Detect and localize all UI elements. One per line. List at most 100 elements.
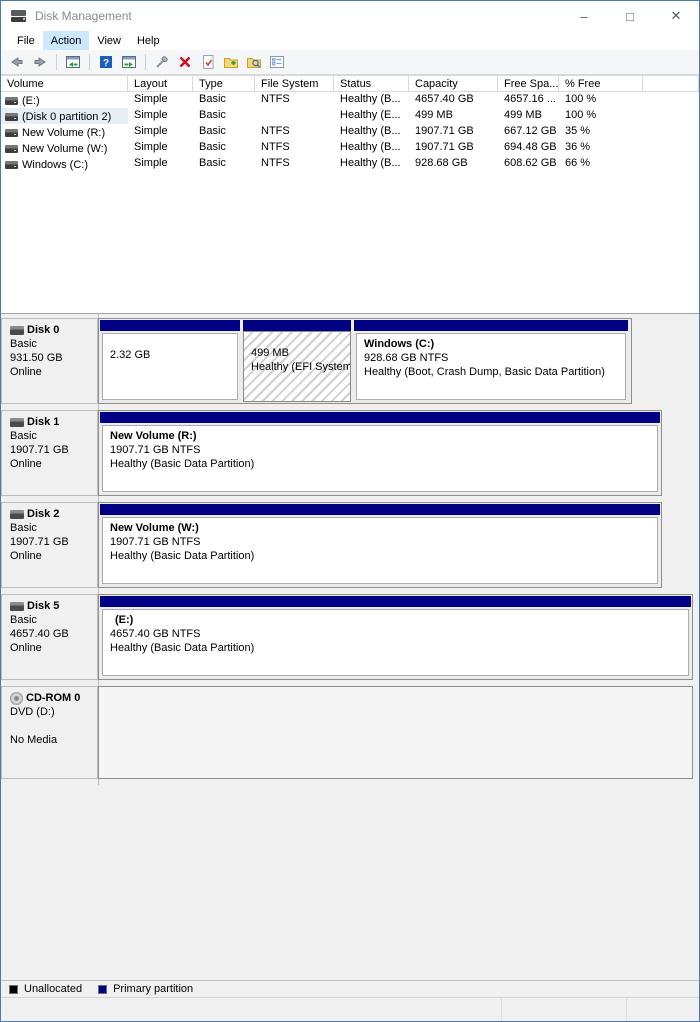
disk-name: Disk 5 xyxy=(27,600,60,612)
unallocated-legend-swatch xyxy=(9,984,18,994)
column-header-capacity[interactable]: Capacity xyxy=(409,76,498,91)
back-icon[interactable] xyxy=(7,52,27,72)
volume-row[interactable]: Windows (C:) Simple Basic NTFS Healthy (… xyxy=(1,156,699,172)
disk-icon xyxy=(10,417,24,427)
disk-0-header[interactable]: Disk 0 Basic 931.50 GB Online xyxy=(1,318,98,404)
disk-status: Online xyxy=(10,458,42,470)
volume-status: Healthy (B... xyxy=(340,93,401,105)
disk-panel-1: Disk 1 Basic 1907.71 GB Online New Volum… xyxy=(1,410,699,496)
volume-row[interactable]: New Volume (W:) Simple Basic NTFS Health… xyxy=(1,140,699,156)
partition[interactable]: New Volume (W:) 1907.71 GB NTFS Healthy … xyxy=(100,504,660,586)
partition[interactable]: (E:) 4657.40 GB NTFS Healthy (Basic Data… xyxy=(100,596,691,678)
volume-row[interactable]: New Volume (R:) Simple Basic NTFS Health… xyxy=(1,124,699,140)
delete-volume-icon[interactable] xyxy=(175,52,195,72)
menu-file[interactable]: File xyxy=(17,34,35,47)
volume-layout: Simple xyxy=(134,141,168,153)
console-tree-icon[interactable] xyxy=(63,52,83,72)
primary-partition-band xyxy=(100,596,691,607)
disk-5-header[interactable]: Disk 5 Basic 4657.40 GB Online xyxy=(1,594,98,680)
menu-help[interactable]: Help xyxy=(136,34,160,47)
column-header-layout[interactable]: Layout xyxy=(128,76,193,91)
partition-size: 4657.40 GB NTFS xyxy=(110,628,201,640)
primary-partition-band xyxy=(354,320,628,331)
volume-fs: NTFS xyxy=(261,141,290,153)
export-list-icon[interactable] xyxy=(119,52,139,72)
explore-folder-icon[interactable] xyxy=(244,52,264,72)
disk-status: Online xyxy=(10,550,42,562)
menu-view[interactable]: View xyxy=(97,34,121,47)
disk-management-app-icon xyxy=(11,9,27,23)
volume-fs: NTFS xyxy=(261,93,290,105)
volume-type: Basic xyxy=(199,157,226,169)
volume-list-header: Volume Layout Type File System Status Ca… xyxy=(1,75,699,92)
partition[interactable]: 2.32 GB xyxy=(100,320,240,402)
column-header-pct-free[interactable]: % Free xyxy=(559,76,643,91)
volume-capacity: 1907.71 GB xyxy=(415,141,474,153)
disk-2-header[interactable]: Disk 2 Basic 1907.71 GB Online xyxy=(1,502,98,588)
volume-icon xyxy=(5,144,18,153)
volume-capacity: 1907.71 GB xyxy=(415,125,474,137)
primary-partition-legend-label: Primary partition xyxy=(113,983,194,995)
volume-name: (E:) xyxy=(22,94,40,107)
volume-type: Basic xyxy=(199,141,226,153)
disk-status: Online xyxy=(10,366,42,378)
partition[interactable]: Windows (C:) 928.68 GB NTFS Healthy (Boo… xyxy=(354,320,628,402)
open-folder-icon[interactable] xyxy=(221,52,241,72)
column-header-file-system[interactable]: File System xyxy=(255,76,334,91)
cdrom-panel: CD-ROM 0 DVD (D:) No Media xyxy=(1,686,699,779)
volume-icon xyxy=(5,112,18,121)
close-button[interactable]: ✕ xyxy=(670,8,682,23)
forward-icon[interactable] xyxy=(30,52,50,72)
status-bar-section xyxy=(1,998,502,1021)
volume-type: Basic xyxy=(199,109,226,121)
tool-icon[interactable] xyxy=(152,52,172,72)
volume-free: 499 MB xyxy=(504,109,542,121)
volume-fs xyxy=(255,108,334,124)
disk-name: Disk 0 xyxy=(27,324,60,336)
partition[interactable]: New Volume (R:) 1907.71 GB NTFS Healthy … xyxy=(100,412,660,494)
partition-size: 499 MB xyxy=(251,347,289,359)
partition-status: Healthy (Basic Data Partition) xyxy=(110,458,255,470)
volume-capacity: 499 MB xyxy=(415,109,453,121)
column-header-blank[interactable] xyxy=(643,76,699,91)
volume-name: New Volume (R:) xyxy=(22,126,106,139)
column-header-volume[interactable]: Volume xyxy=(1,76,128,91)
disk-type: Basic xyxy=(10,430,37,442)
disk-name: Disk 1 xyxy=(27,416,60,428)
properties-icon[interactable] xyxy=(267,52,287,72)
primary-partition-legend-swatch xyxy=(98,984,108,994)
legend-bar: Unallocated Primary partition xyxy=(1,980,699,997)
volume-layout: Simple xyxy=(134,125,168,137)
column-header-type[interactable]: Type xyxy=(193,76,255,91)
disk-icon xyxy=(10,509,24,519)
volume-layout: Simple xyxy=(134,157,168,169)
partition-selected[interactable]: 499 MB Healthy (EFI System Partition) xyxy=(243,320,351,402)
status-bar-section xyxy=(627,998,699,1021)
toolbar-separator xyxy=(89,54,90,70)
volume-status: Healthy (B... xyxy=(340,157,401,169)
toolbar: ? xyxy=(1,50,699,75)
maximize-button[interactable]: □ xyxy=(626,8,634,24)
help-icon[interactable]: ? xyxy=(96,52,116,72)
check-document-icon[interactable] xyxy=(198,52,218,72)
volume-layout: Simple xyxy=(134,109,168,121)
partition-size: 2.32 GB xyxy=(110,349,151,361)
cdrom-0-header[interactable]: CD-ROM 0 DVD (D:) No Media xyxy=(1,686,98,779)
volume-type: Basic xyxy=(199,93,226,105)
volume-pct-free: 100 % xyxy=(565,109,597,121)
minimize-button[interactable]: – xyxy=(580,8,588,24)
disk-panel-2: Disk 2 Basic 1907.71 GB Online New Volum… xyxy=(1,502,699,588)
partition-title: New Volume (W:) xyxy=(110,522,199,534)
disk-1-header[interactable]: Disk 1 Basic 1907.71 GB Online xyxy=(1,410,98,496)
volume-list: Volume Layout Type File System Status Ca… xyxy=(1,75,699,314)
volume-fs: NTFS xyxy=(261,125,290,137)
volume-row[interactable]: (E:) Simple Basic NTFS Healthy (B... 465… xyxy=(1,92,699,108)
volume-row[interactable]: (Disk 0 partition 2) Simple Basic Health… xyxy=(1,108,699,124)
partition-status: Healthy (EFI System Partition) xyxy=(251,361,351,373)
toolbar-separator xyxy=(145,54,146,70)
title-bar: Disk Management – □ ✕ xyxy=(1,1,699,31)
column-header-free-space[interactable]: Free Spa... xyxy=(498,76,559,91)
column-header-status[interactable]: Status xyxy=(334,76,409,91)
cdrom-strip xyxy=(98,686,693,779)
menu-action[interactable]: Action xyxy=(42,31,90,50)
